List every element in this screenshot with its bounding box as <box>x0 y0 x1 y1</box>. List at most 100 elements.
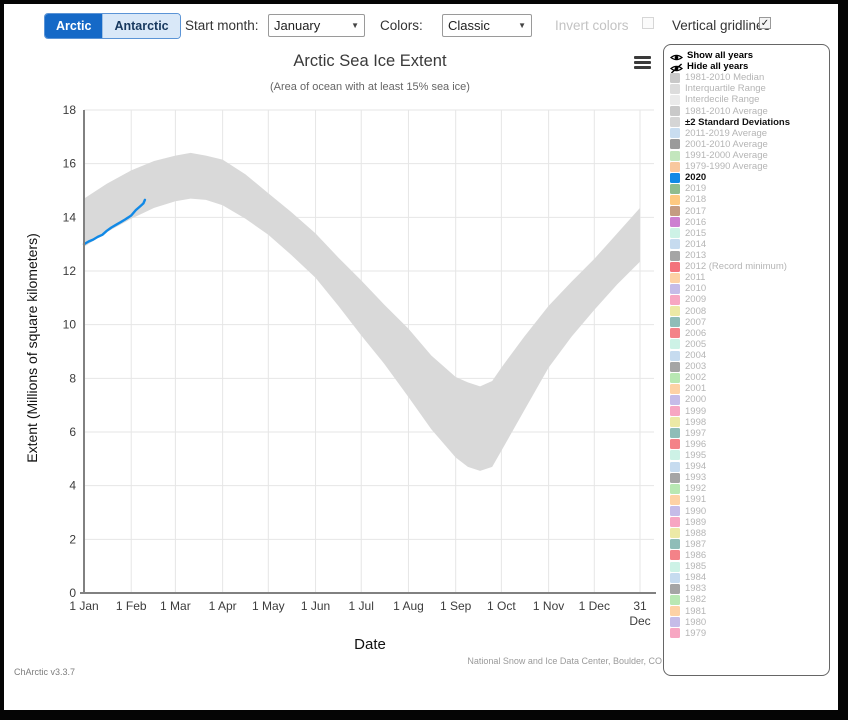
legend-item-2014[interactable]: 2014 <box>670 239 829 250</box>
legend-item-label: 1988 <box>685 527 707 539</box>
legend-item-label: 1995 <box>685 449 707 461</box>
legend-item-2001-2010-average[interactable]: 2001-2010 Average <box>670 139 829 150</box>
legend-item-1991[interactable]: 1991 <box>670 494 829 505</box>
legend-item-label: 2020 <box>685 172 707 184</box>
legend-item-label: 1999 <box>685 405 707 417</box>
attribution-text: National Snow and Ice Data Center, Bould… <box>467 656 662 666</box>
legend-item-1987[interactable]: 1987 <box>670 539 829 550</box>
legend-swatch <box>670 306 680 317</box>
legend-item-2020[interactable]: 2020 <box>670 172 829 183</box>
legend-item-interdecile-range[interactable]: Interdecile Range <box>670 94 829 105</box>
legend-item--2-standard-deviations[interactable]: ±2 Standard Deviations <box>670 117 829 128</box>
legend-item-label: 1994 <box>685 461 707 473</box>
legend-item-2011[interactable]: 2011 <box>670 272 829 283</box>
legend-item-1980[interactable]: 1980 <box>670 617 829 628</box>
legend-item-1988[interactable]: 1988 <box>670 528 829 539</box>
legend-item-2006[interactable]: 2006 <box>670 328 829 339</box>
legend-item-label: 1984 <box>685 572 707 584</box>
legend-item-1998[interactable]: 1998 <box>670 417 829 428</box>
legend-swatch <box>670 528 680 539</box>
legend-item-2004[interactable]: 2004 <box>670 350 829 361</box>
legend-item-1997[interactable]: 1997 <box>670 428 829 439</box>
legend-item-1991-2000-average[interactable]: 1991-2000 Average <box>670 150 829 161</box>
legend-item-label: 2001-2010 Average <box>685 138 768 150</box>
legend-item-2016[interactable]: 2016 <box>670 217 829 228</box>
legend-swatch <box>670 561 680 572</box>
legend-item-1992[interactable]: 1992 <box>670 483 829 494</box>
legend-item-1979[interactable]: 1979 <box>670 628 829 639</box>
legend-swatch <box>670 506 680 517</box>
legend-item-2008[interactable]: 2008 <box>670 306 829 317</box>
legend-item-2011-2019-average[interactable]: 2011-2019 Average <box>670 128 829 139</box>
legend-item-2012-record-minimum-[interactable]: 2012 (Record minimum) <box>670 261 829 272</box>
legend-item-1982[interactable]: 1982 <box>670 594 829 605</box>
legend-item-2017[interactable]: 2017 <box>670 206 829 217</box>
legend-item-label: Interquartile Range <box>685 83 766 95</box>
colors-select[interactable]: Classic ▼ <box>442 14 532 37</box>
legend-item-1985[interactable]: 1985 <box>670 561 829 572</box>
legend-action-hide-all-years[interactable]: Hide all years <box>670 61 829 74</box>
legend-item-1983[interactable]: 1983 <box>670 583 829 594</box>
legend-swatch <box>670 394 680 405</box>
legend-item-label: 2017 <box>685 205 707 217</box>
legend-item-2013[interactable]: 2013 <box>670 250 829 261</box>
svg-text:6: 6 <box>69 425 76 439</box>
vertical-gridlines-checkbox[interactable] <box>759 17 771 29</box>
legend-swatch <box>670 172 680 183</box>
legend-item-2018[interactable]: 2018 <box>670 194 829 205</box>
legend-item-2007[interactable]: 2007 <box>670 317 829 328</box>
legend-action-show-all-years[interactable]: Show all years <box>670 50 829 61</box>
legend-item-2003[interactable]: 2003 <box>670 361 829 372</box>
legend-swatch <box>670 583 680 594</box>
legend-item-2000[interactable]: 2000 <box>670 394 829 405</box>
legend-item-1999[interactable]: 1999 <box>670 406 829 417</box>
start-month-select[interactable]: January ▼ <box>268 14 365 37</box>
legend-swatch <box>670 250 680 261</box>
svg-text:12: 12 <box>63 264 77 278</box>
chart-subtitle: (Area of ocean with at least 15% sea ice… <box>270 81 470 93</box>
legend-item-label: 1981 <box>685 605 707 617</box>
legend-item-1996[interactable]: 1996 <box>670 439 829 450</box>
legend-item-label: 1990 <box>685 505 707 517</box>
legend-swatch <box>670 361 680 372</box>
legend-item-1989[interactable]: 1989 <box>670 517 829 528</box>
region-toggle: Arctic Antarctic <box>44 13 181 39</box>
arctic-button[interactable]: Arctic <box>45 14 103 38</box>
legend-item-1979-1990-average[interactable]: 1979-1990 Average <box>670 161 829 172</box>
antarctic-button[interactable]: Antarctic <box>102 14 180 38</box>
legend-swatch <box>670 72 680 83</box>
legend-item-1984[interactable]: 1984 <box>670 572 829 583</box>
legend-item-2019[interactable]: 2019 <box>670 183 829 194</box>
legend-item-1981-2010-average[interactable]: 1981-2010 Average <box>670 106 829 117</box>
chart-menu-icon[interactable] <box>634 56 651 72</box>
legend-item-label: 1985 <box>685 561 707 573</box>
legend-item-2002[interactable]: 2002 <box>670 372 829 383</box>
chevron-down-icon: ▼ <box>351 21 359 30</box>
legend-swatch <box>670 294 680 305</box>
legend-swatch <box>670 317 680 328</box>
legend-item-2001[interactable]: 2001 <box>670 383 829 394</box>
chart-svg: 0 2 4 6 8 10 12 14 16 18 1 Jan 1 Feb 1 Mar 1 Apr 1 May… <box>63 103 656 628</box>
legend-item-label: 2014 <box>685 238 707 250</box>
legend-item-label: Interdecile Range <box>685 94 760 106</box>
legend-item-1994[interactable]: 1994 <box>670 461 829 472</box>
legend-swatch <box>670 283 680 294</box>
legend-item-1986[interactable]: 1986 <box>670 550 829 561</box>
legend-item-1981[interactable]: 1981 <box>670 605 829 617</box>
legend-item-2005[interactable]: 2005 <box>670 339 829 350</box>
legend-swatch <box>670 439 680 450</box>
legend-swatch <box>670 206 680 217</box>
legend-item-label: 2011 <box>685 272 706 284</box>
legend-item-1990[interactable]: 1990 <box>670 505 829 517</box>
legend-item-1995[interactable]: 1995 <box>670 450 829 461</box>
legend-item-interquartile-range[interactable]: Interquartile Range <box>670 83 829 94</box>
legend-swatch <box>670 539 680 550</box>
legend-swatch <box>670 628 680 639</box>
legend-item-label: 1979-1990 Average <box>685 161 768 173</box>
legend-item-1993[interactable]: 1993 <box>670 472 829 483</box>
legend-item-2009[interactable]: 2009 <box>670 294 829 305</box>
legend-item-1981-2010-median[interactable]: 1981-2010 Median <box>670 72 829 83</box>
legend-item-2010[interactable]: 2010 <box>670 283 829 294</box>
legend-item-2015[interactable]: 2015 <box>670 228 829 239</box>
svg-text:1 Mar: 1 Mar <box>160 599 191 613</box>
